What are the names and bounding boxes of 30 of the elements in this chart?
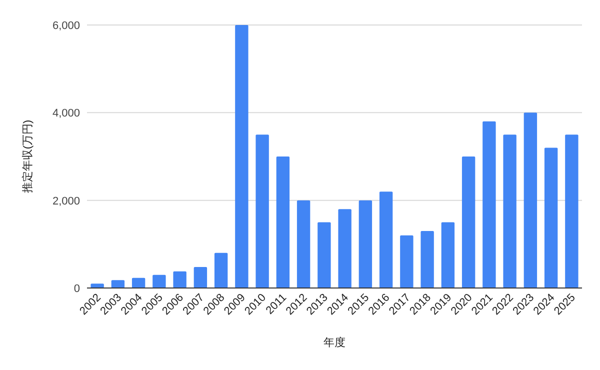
bar — [358, 200, 372, 288]
bar — [565, 134, 578, 288]
bar — [90, 284, 104, 288]
y-axis-title: 推定年収(万円) — [21, 120, 34, 194]
bar — [462, 156, 476, 288]
bar — [420, 231, 434, 288]
bar — [214, 252, 228, 288]
y-tick-label: 2,000 — [52, 195, 80, 208]
bar — [132, 278, 146, 288]
bar — [318, 222, 331, 288]
bar — [276, 156, 290, 288]
bar — [544, 148, 558, 288]
y-tick-label: 4,000 — [52, 108, 80, 120]
bar — [379, 192, 393, 288]
bar — [194, 266, 208, 288]
y-tick-label: 0 — [74, 283, 80, 295]
bar — [503, 134, 516, 288]
bar — [152, 274, 166, 288]
bar — [235, 25, 248, 288]
bar — [400, 235, 414, 288]
bar — [338, 209, 352, 288]
bar — [441, 222, 455, 288]
bar — [111, 280, 125, 288]
y-tick-label: 6,000 — [52, 20, 80, 32]
bar — [173, 271, 186, 288]
x-axis-title: 年度 — [324, 336, 346, 349]
bar — [296, 200, 310, 288]
bar — [256, 134, 269, 288]
bar — [482, 121, 496, 288]
bar — [524, 112, 538, 288]
